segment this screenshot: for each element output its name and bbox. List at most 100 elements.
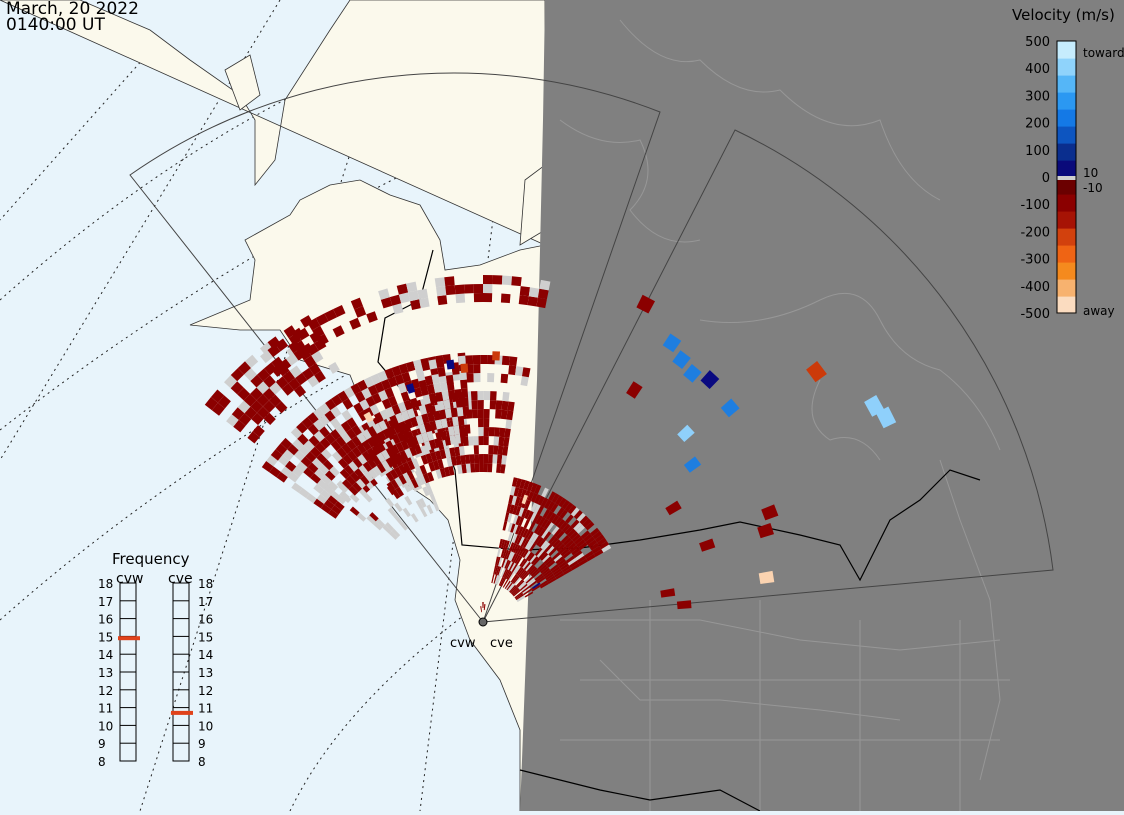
echo-cell xyxy=(573,510,583,520)
colorbar-swatch xyxy=(1057,296,1076,314)
echo-cell xyxy=(493,574,498,584)
echo-cell xyxy=(364,471,374,483)
echo-cell xyxy=(528,521,536,532)
echo-cell xyxy=(548,547,557,557)
echo-cell xyxy=(548,535,557,544)
echo-cell xyxy=(244,368,258,381)
echo-cell xyxy=(415,433,424,445)
echo-cell xyxy=(493,436,500,446)
echo-cell xyxy=(498,557,503,567)
echo-cell xyxy=(517,580,525,588)
echo-cell xyxy=(547,577,557,584)
echo-cell xyxy=(388,395,398,407)
echo-cell xyxy=(550,564,559,572)
echo-cell xyxy=(483,275,493,285)
echo-cell xyxy=(447,426,455,436)
echo-cell xyxy=(457,355,466,366)
echo-cell xyxy=(369,512,379,522)
echo-cell xyxy=(505,581,512,590)
echo-cell xyxy=(384,387,395,399)
echo-cell xyxy=(510,486,516,496)
echo-cell xyxy=(501,558,506,568)
echo-cell xyxy=(505,550,511,560)
echo-cell xyxy=(497,566,502,576)
echo-cell xyxy=(379,409,390,421)
echo-cell xyxy=(454,446,461,457)
echo-cell xyxy=(394,502,403,513)
echo-cell xyxy=(373,521,383,531)
echo-cell xyxy=(449,435,457,445)
echo-cell xyxy=(335,436,347,448)
echo-cell xyxy=(327,495,338,506)
echo-cell xyxy=(532,513,540,524)
echo-cell xyxy=(333,305,346,318)
echo-cell xyxy=(397,401,407,413)
echo-cell xyxy=(471,400,478,410)
echo-cell xyxy=(507,561,513,570)
echo-cell xyxy=(575,552,585,561)
echo-cell xyxy=(504,428,511,438)
echo-cell xyxy=(445,374,454,385)
echo-cell xyxy=(394,466,403,477)
echo-cell xyxy=(522,367,531,378)
echo-cell xyxy=(575,524,585,534)
echo-cell xyxy=(520,585,529,592)
echo-cell xyxy=(275,401,288,414)
echo-cell xyxy=(256,394,269,407)
echo-cell xyxy=(433,501,440,512)
echo-cell xyxy=(626,381,643,399)
echo-cell xyxy=(472,355,481,365)
echo-cell xyxy=(543,556,552,565)
echo-cell xyxy=(500,548,505,558)
echo-cell xyxy=(504,559,510,569)
echo-cell xyxy=(500,409,508,420)
echo-cell xyxy=(289,365,302,378)
echo-cell xyxy=(555,572,565,580)
echo-cell xyxy=(542,509,551,519)
echo-cell xyxy=(231,407,245,420)
echo-cell xyxy=(518,546,525,556)
echo-cell xyxy=(492,275,503,285)
echo-cell xyxy=(376,441,386,453)
echo-cell xyxy=(502,579,509,588)
echo-cell xyxy=(523,561,531,571)
echo-cell xyxy=(309,363,321,376)
echo-cell xyxy=(465,463,471,473)
echo-cell xyxy=(806,361,827,383)
echo-cell xyxy=(517,526,524,536)
echo-cell xyxy=(501,275,512,286)
echo-cell xyxy=(402,429,411,440)
echo-cell xyxy=(516,545,523,555)
echo-cell xyxy=(521,586,530,593)
echo-cell xyxy=(531,556,539,565)
echo-cell xyxy=(428,461,436,472)
echo-cell xyxy=(446,457,453,467)
echo-cell xyxy=(496,547,501,557)
echo-cell xyxy=(530,482,538,493)
echo-cell xyxy=(357,410,369,422)
radar-sites: cvw cve xyxy=(450,617,513,651)
echo-cell xyxy=(314,442,326,454)
echo-cell xyxy=(398,464,407,475)
echo-cell xyxy=(583,533,593,542)
echo-cell xyxy=(342,454,353,465)
echo-cell xyxy=(574,536,584,545)
echo-cell xyxy=(419,297,430,309)
echo-cell xyxy=(418,379,428,391)
echo-cell xyxy=(493,565,497,575)
echo-cell xyxy=(540,497,549,508)
echo-cell xyxy=(325,398,337,411)
echo-cell xyxy=(536,526,544,536)
echo-cell xyxy=(393,423,403,434)
echo-cell xyxy=(522,560,530,569)
echo-cell xyxy=(507,522,513,532)
echo-cell xyxy=(520,548,527,557)
echo-cell xyxy=(307,317,321,331)
colorbar-swatch xyxy=(1057,75,1076,93)
echo-cell xyxy=(700,370,720,389)
echo-cell xyxy=(441,390,450,401)
echo-cell xyxy=(454,434,462,444)
echo-cell xyxy=(576,555,587,564)
echo-cell xyxy=(502,559,508,569)
echo-cell xyxy=(348,485,359,496)
